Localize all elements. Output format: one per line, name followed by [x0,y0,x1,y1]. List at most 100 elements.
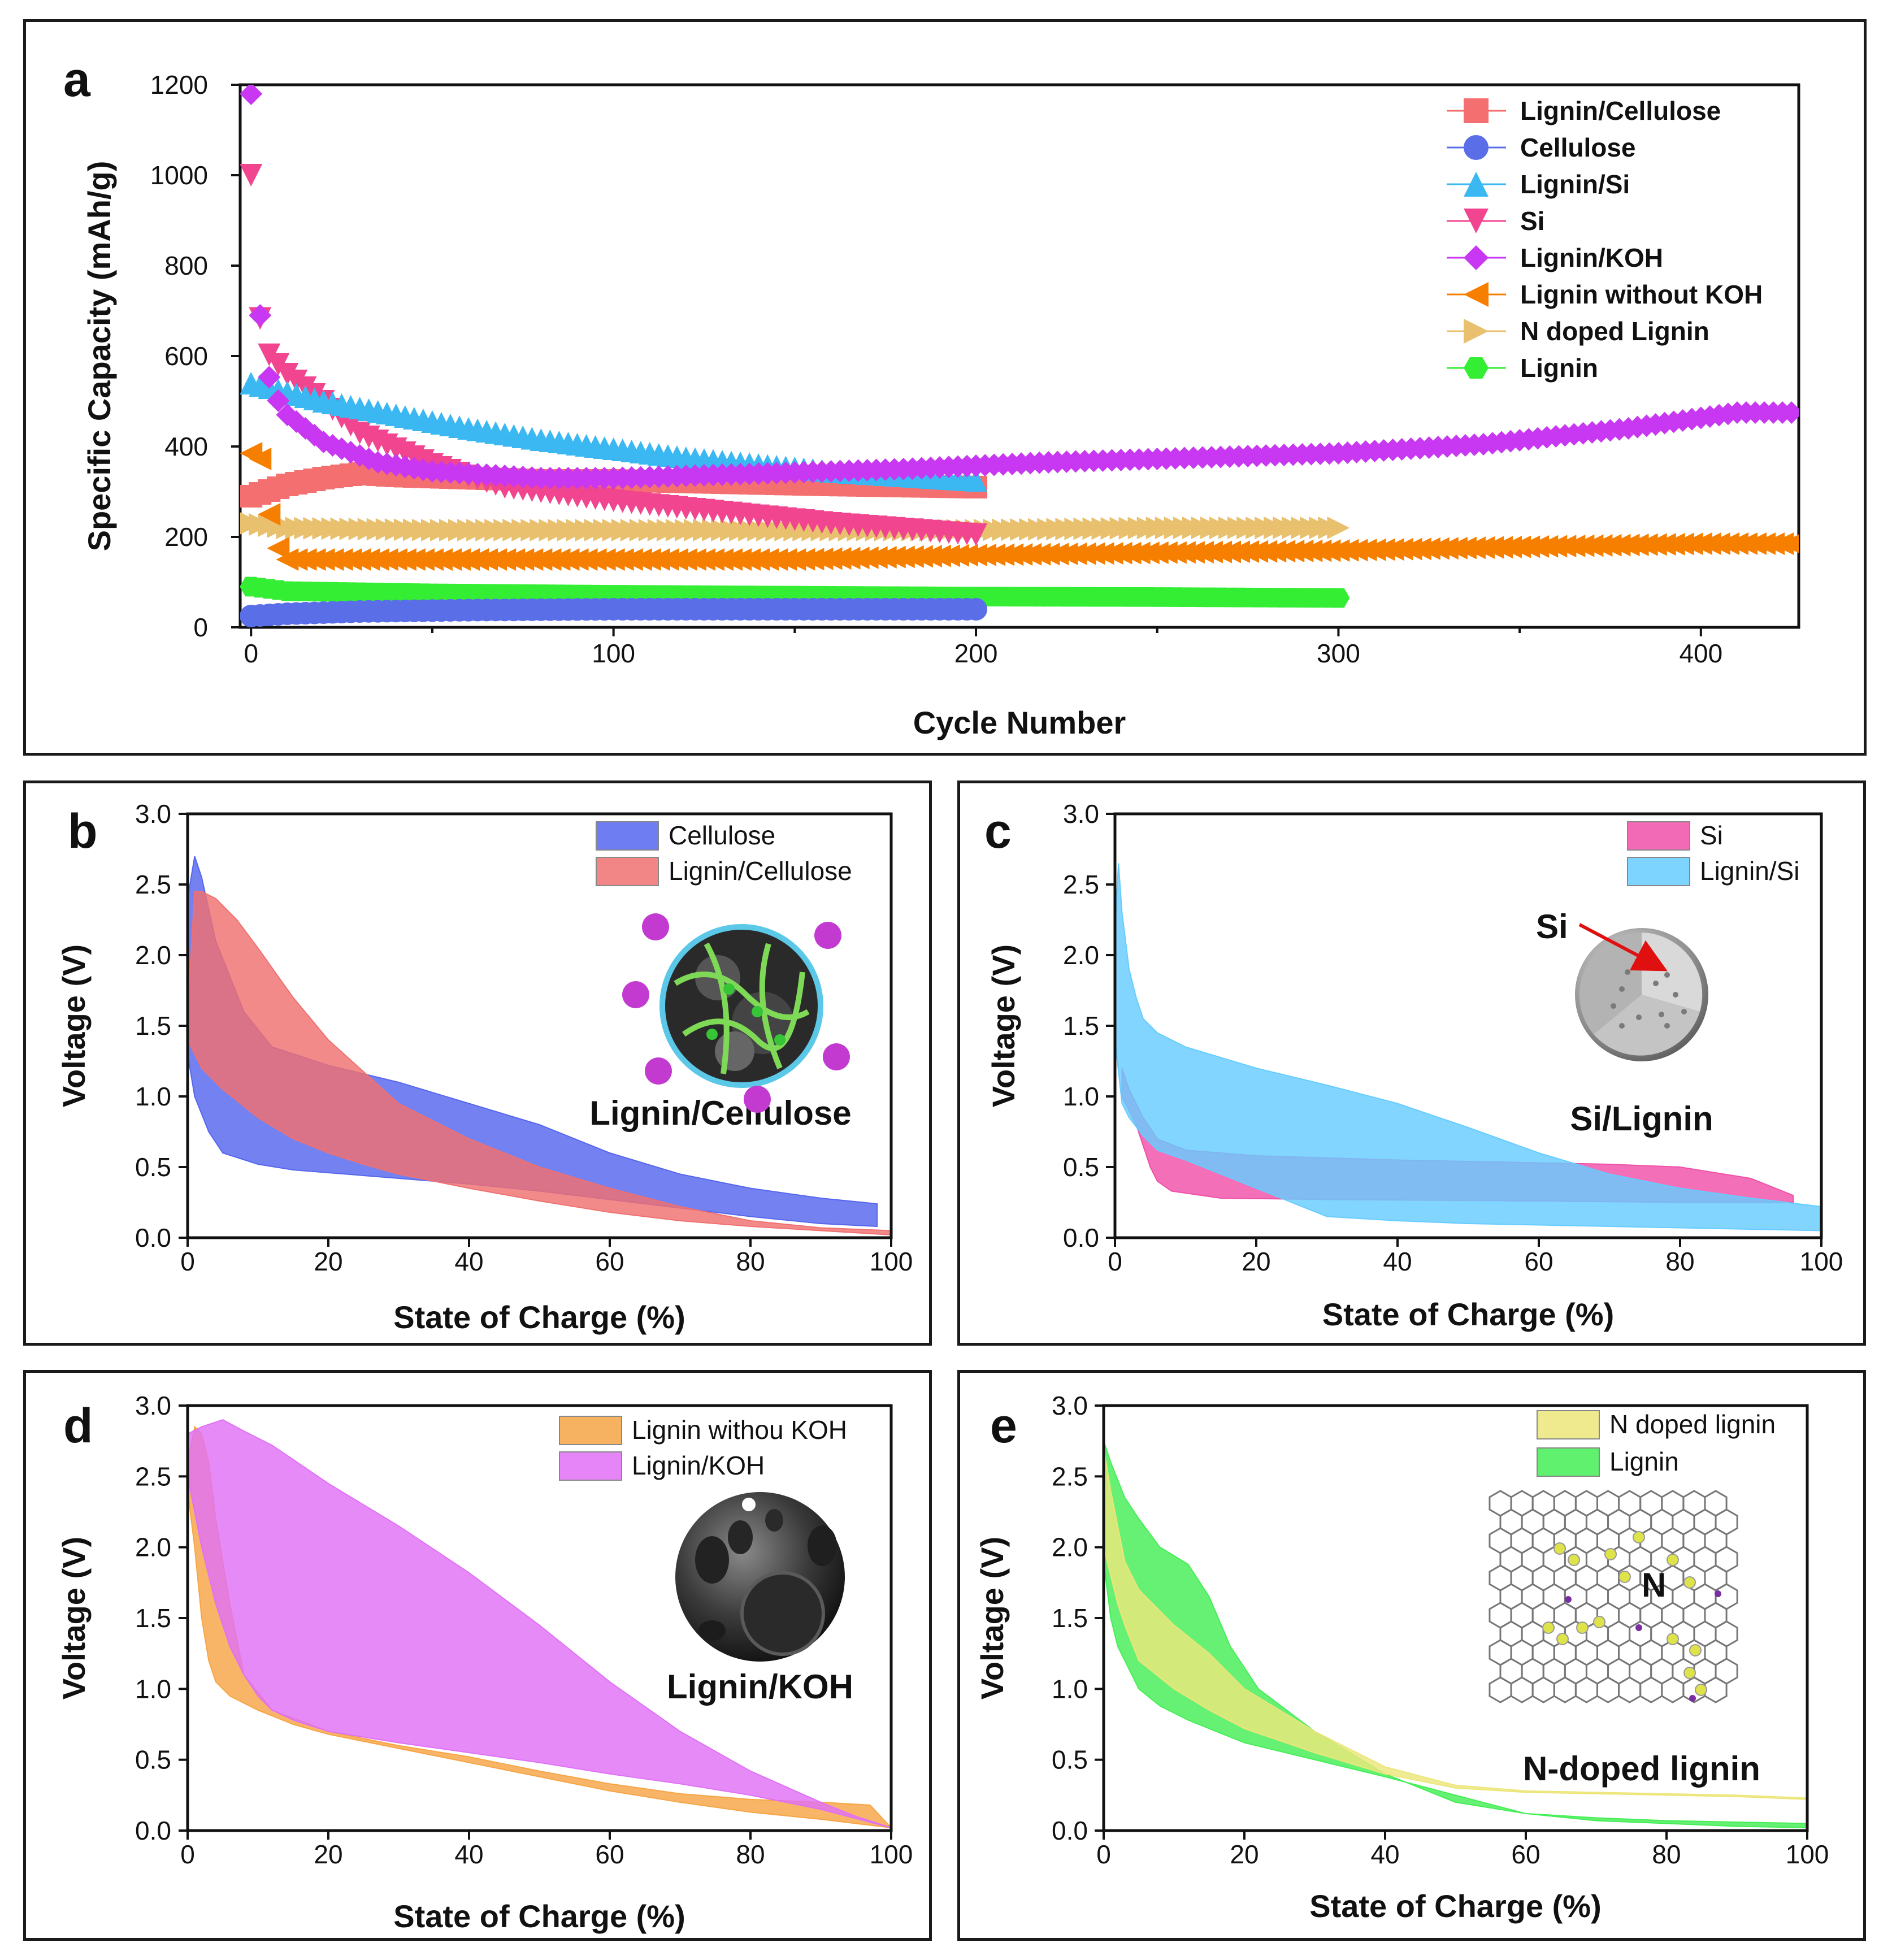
inset-c-title: Si/Lignin [1570,1100,1713,1138]
lattice-hex [1553,1676,1577,1703]
legend-label: Lignin/Cellulose [1520,96,1721,125]
area-lignin-koh [188,1419,891,1828]
x-tick-label: 40 [1370,1840,1399,1869]
legend-swatch [1627,857,1690,886]
y-axis-title: Voltage (V) [986,944,1021,1107]
n-doped-graphene-illustration [1489,1490,1738,1703]
legend-label: Si [1700,821,1723,850]
lattice-hex [1596,1676,1620,1703]
legend-e: N doped lignin Lignin [1537,1410,1776,1477]
legend-b: Cellulose Lignin/Cellulose [596,821,852,886]
chart-a: 0 100 200 300 400 0 200 400 600 800 1000 1200 Cycle … [81,70,1800,740]
nitrogen-site [1635,1624,1642,1631]
x-tick-label: 40 [454,1247,483,1276]
y-axis-title: Voltage (V) [56,944,92,1107]
nitrogen-site [1689,1695,1696,1702]
y-tick-label: 400 [164,432,208,461]
legend-marker [1464,282,1489,307]
lattice-hex [1510,1676,1534,1703]
y-tick-label: 0 [193,613,208,642]
inset-e-title: N-doped lignin [1523,1750,1760,1788]
data-point [1780,401,1799,424]
legend-label: N doped lignin [1609,1410,1776,1439]
x-tick-label: 0 [1108,1247,1122,1276]
y-tick-label: 1.0 [1063,1082,1099,1111]
data-point [240,85,263,105]
y-tick-label: 1.5 [135,1603,171,1633]
data-point [267,389,290,412]
area-n-doped-lignin [1104,1448,1807,1800]
x-tick-label: 80 [736,1840,765,1869]
x-tick-label: 20 [314,1247,342,1276]
legend-d: Lignin withou KOH Lignin/KOH [559,1415,847,1481]
panel-letter-c: c [984,804,1012,858]
y-tick-label: 0.5 [1063,1152,1099,1182]
data-point [965,523,988,546]
plot-area-c [1115,863,1821,1231]
y-tick-label: 0.0 [1063,1223,1099,1252]
y-tick-label: 3.0 [1052,1391,1088,1420]
plot-area-a [240,85,1799,627]
data-point [258,503,281,526]
chart-b: 0 20 40 60 80 100 0.0 0.5 1.0 1.5 2.0 2.5 3.0 State o… [56,799,913,1335]
data-point [249,304,272,327]
x-tick-label: 60 [1511,1840,1540,1869]
x-tick-label: 0 [1096,1840,1111,1869]
y-tick-label: 1.5 [1063,1011,1099,1040]
inset-e-atom-label: N [1642,1566,1666,1604]
dopant-atom [1593,1616,1605,1628]
y-tick-label: 2.0 [135,940,171,970]
y-tick-label: 1.0 [1052,1674,1088,1703]
y-tick-label: 0.0 [1052,1816,1088,1845]
legend-marker [1464,245,1489,270]
y-tick-label: 0.5 [135,1745,171,1775]
dopant-atom [1618,1571,1631,1583]
data-point [258,366,281,389]
legend-swatch [559,1416,622,1445]
legend-a: Lignin/Cellulose Cellulose Lignin/Si Si Lign… [1447,96,1763,383]
x-tick-label: 20 [314,1840,342,1869]
y-tick-label: 1.0 [135,1674,171,1703]
data-point [285,370,308,392]
y-tick-label: 0.0 [135,1223,171,1252]
y-tick-label: 600 [164,341,208,371]
x-tick-label: 300 [1317,639,1360,668]
y-tick-label: 1.0 [135,1082,171,1111]
data-point [965,469,988,492]
y-tick-label: 1000 [150,161,208,190]
data-point [267,537,290,560]
legend-swatch [1537,1447,1600,1477]
area-lignin-cellulose [188,891,891,1236]
x-tick-label: 100 [1800,1247,1843,1276]
x-tick-label: 80 [1652,1840,1681,1869]
lignin-cellulose-illustration [622,913,850,1113]
x-tick-label: 80 [736,1247,765,1276]
y-tick-label: 2.0 [1052,1533,1088,1562]
legend-label: Lignin without KOH [1520,280,1763,309]
x-axis-title: State of Charge (%) [393,1898,685,1934]
legend-label: Lignin/Si [1700,856,1799,886]
y-tick-label: 200 [164,522,208,552]
legend-label: Lignin/KOH [1520,243,1663,272]
area-lignin-si [1115,863,1821,1231]
legend-label: Cellulose [1520,133,1636,162]
panel-letter-b: b [68,804,98,858]
x-tick-label: 200 [954,639,998,668]
nitrogen-site [1715,1590,1721,1597]
y-tick-label: 0.0 [135,1816,171,1845]
legend-label: Lignin [1520,353,1598,383]
data-point [276,363,299,385]
lattice-hex [1704,1676,1728,1703]
y-tick-label: 1.5 [135,1011,171,1040]
series-lignin-without-koh [240,442,1799,571]
y-tick-label: 1.5 [1052,1603,1088,1633]
si-lignin-sphere-illustration [1575,923,1708,1061]
y-tick-label: 3.0 [1063,799,1099,829]
y-tick-label: 0.5 [135,1152,171,1182]
y-tick-label: 3.0 [135,799,171,829]
legend-marker [1464,209,1489,233]
lattice-hex [1489,1676,1512,1703]
legend-label: Si [1520,206,1544,236]
chart-e: 0 20 40 60 80 100 0.0 0.5 1.0 1.5 2.0 2.5 3.0 State o… [974,1391,1829,1924]
y-tick-label: 2.5 [1052,1462,1088,1491]
